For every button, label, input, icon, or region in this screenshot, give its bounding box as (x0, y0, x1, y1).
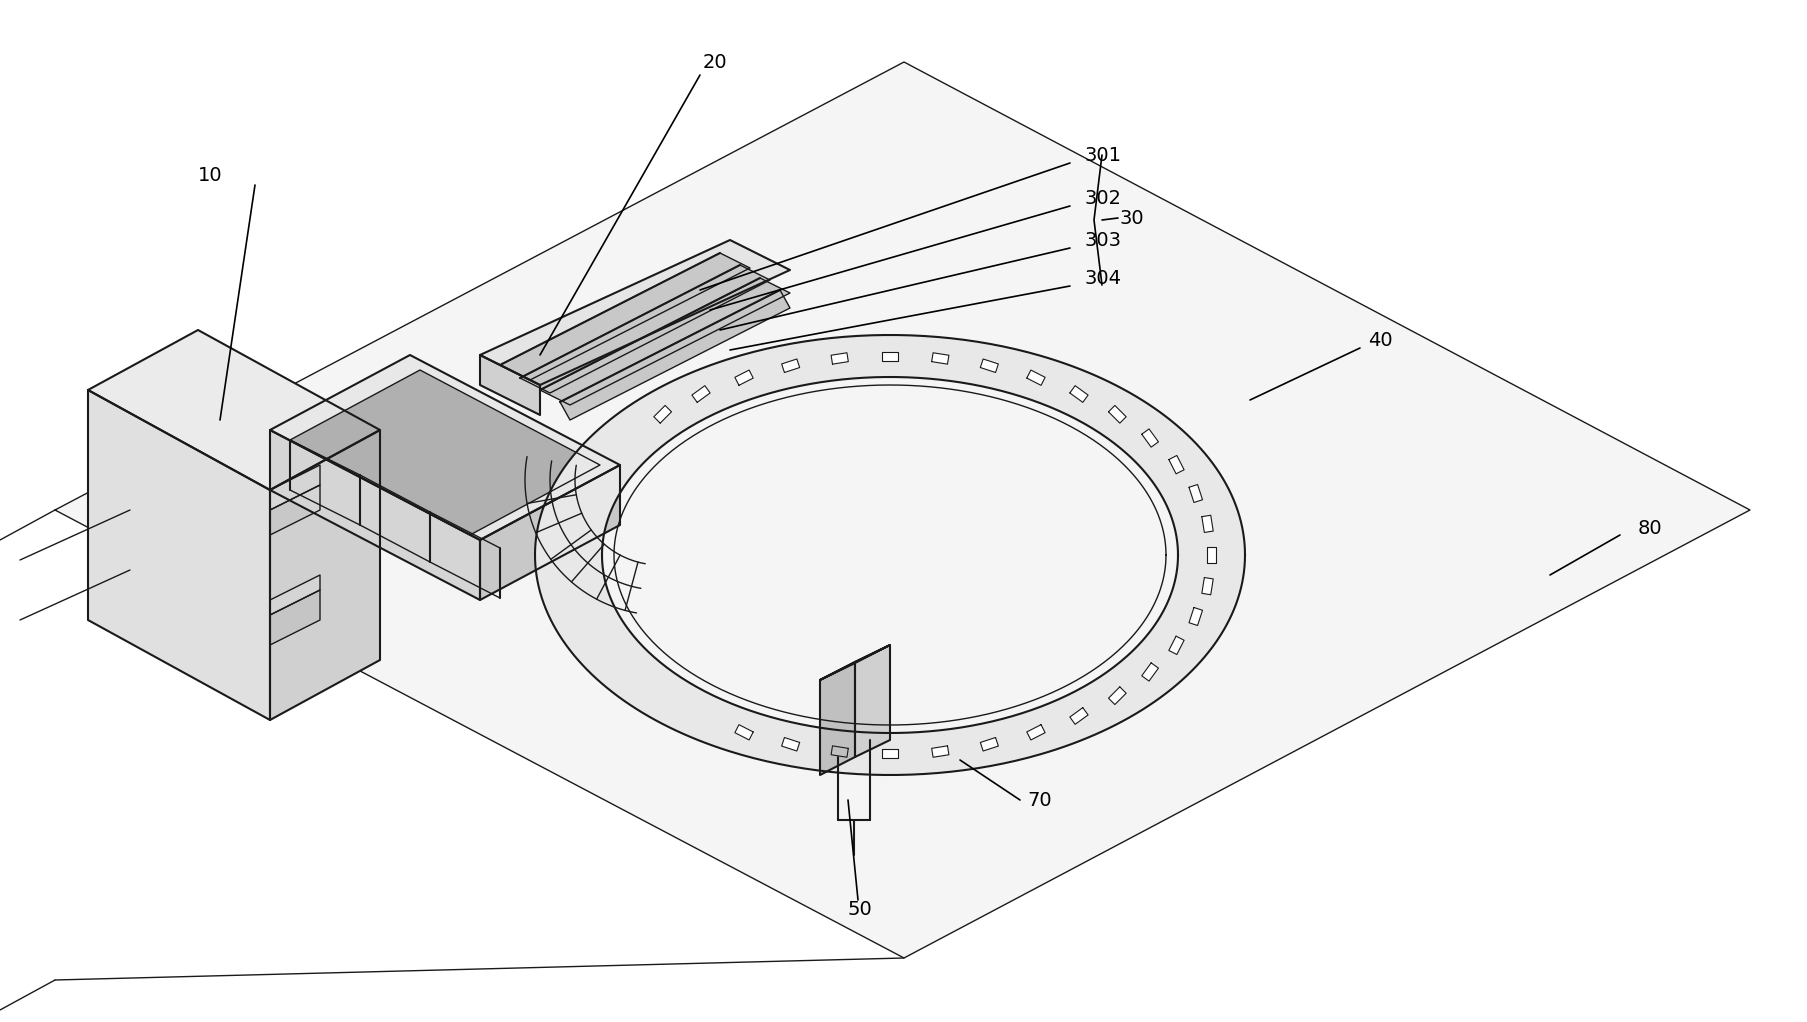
Polygon shape (269, 430, 379, 721)
Polygon shape (931, 353, 949, 364)
Polygon shape (269, 575, 320, 615)
Polygon shape (1142, 663, 1158, 681)
Polygon shape (269, 430, 479, 600)
Polygon shape (479, 465, 620, 600)
Polygon shape (882, 749, 898, 758)
Polygon shape (781, 738, 799, 751)
Polygon shape (535, 335, 1245, 775)
Polygon shape (734, 370, 754, 385)
Text: 304: 304 (1084, 269, 1122, 287)
Polygon shape (54, 62, 1749, 958)
Text: 10: 10 (197, 166, 222, 185)
Polygon shape (269, 355, 620, 540)
Polygon shape (1070, 707, 1088, 725)
Polygon shape (931, 746, 949, 757)
Polygon shape (692, 385, 710, 403)
Polygon shape (269, 465, 320, 510)
Polygon shape (89, 390, 269, 721)
Polygon shape (1202, 577, 1212, 595)
Polygon shape (1167, 636, 1184, 654)
Text: 50: 50 (847, 900, 873, 920)
Polygon shape (1026, 725, 1044, 740)
Polygon shape (560, 290, 790, 420)
Polygon shape (479, 355, 540, 415)
Polygon shape (979, 738, 997, 751)
Polygon shape (820, 645, 889, 680)
Polygon shape (1167, 456, 1184, 474)
Text: 30: 30 (1119, 208, 1144, 228)
Polygon shape (979, 359, 997, 372)
Polygon shape (1202, 515, 1212, 532)
Polygon shape (1142, 429, 1158, 448)
Polygon shape (1189, 607, 1202, 625)
Polygon shape (1070, 385, 1088, 403)
Polygon shape (269, 485, 320, 535)
Polygon shape (520, 265, 770, 393)
Polygon shape (831, 353, 847, 364)
Polygon shape (1207, 547, 1216, 563)
Text: 302: 302 (1084, 188, 1122, 207)
Text: 303: 303 (1084, 231, 1122, 249)
Polygon shape (781, 359, 799, 372)
Text: 20: 20 (703, 52, 726, 72)
Polygon shape (1189, 484, 1202, 503)
Polygon shape (269, 590, 320, 645)
Text: 80: 80 (1637, 518, 1661, 538)
Text: 301: 301 (1084, 145, 1122, 165)
Polygon shape (289, 370, 600, 535)
Polygon shape (882, 352, 898, 361)
Polygon shape (479, 240, 790, 385)
Polygon shape (89, 330, 379, 490)
Polygon shape (1108, 406, 1126, 423)
Polygon shape (831, 746, 847, 757)
Polygon shape (654, 406, 670, 423)
Polygon shape (855, 645, 889, 757)
Text: 40: 40 (1366, 330, 1391, 350)
Polygon shape (1108, 687, 1126, 704)
Polygon shape (820, 662, 855, 775)
Polygon shape (734, 725, 754, 740)
Text: 70: 70 (1026, 790, 1052, 809)
Polygon shape (540, 278, 790, 405)
Polygon shape (1026, 370, 1044, 385)
Polygon shape (501, 253, 750, 380)
